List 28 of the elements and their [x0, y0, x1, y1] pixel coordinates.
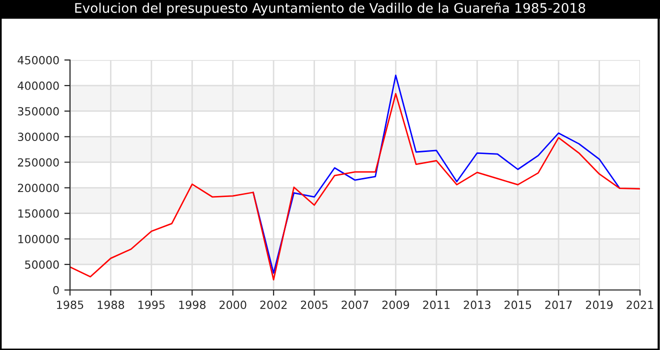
x-tick-label: 2009	[382, 300, 410, 310]
x-tick-label: 2002	[260, 300, 287, 310]
y-tick-label: 450000	[18, 56, 59, 64]
x-tick-label: 2007	[342, 300, 368, 310]
y-tick-label: 300000	[18, 132, 59, 142]
x-tick-label: 2000	[220, 300, 246, 310]
x-tick-label: 2015	[504, 300, 532, 310]
y-tick-label: 100000	[18, 234, 59, 244]
y-tick-label: 400000	[18, 82, 59, 90]
x-tick-label: 2019	[586, 300, 613, 310]
x-tick-label: 1998	[179, 300, 206, 310]
line-series	[252, 74, 620, 274]
x-tick-label: 1988	[98, 300, 124, 310]
x-tick-label: 2013	[464, 300, 490, 310]
x-tick-label: 1985	[57, 300, 84, 310]
chart-title: Evolucion del presupuesto Ayuntamiento de Vadillo de la Guareña 1985-2018	[75, 2, 586, 16]
y-tick-label: 0	[53, 286, 59, 294]
x-tick-label: 2005	[300, 300, 328, 310]
x-tick-label: 1995	[138, 300, 165, 310]
line-series	[70, 93, 640, 280]
x-tick-label: 2011	[423, 300, 450, 310]
y-tick-label: 150000	[18, 209, 59, 218]
y-tick-label: 50000	[25, 260, 59, 269]
x-tick-label: 2017	[545, 300, 572, 310]
y-tick-label: 200000	[18, 184, 59, 192]
y-tick-label: 250000	[18, 158, 59, 167]
x-tick-label: 2021	[626, 300, 654, 310]
y-tick-label: 350000	[18, 107, 59, 116]
